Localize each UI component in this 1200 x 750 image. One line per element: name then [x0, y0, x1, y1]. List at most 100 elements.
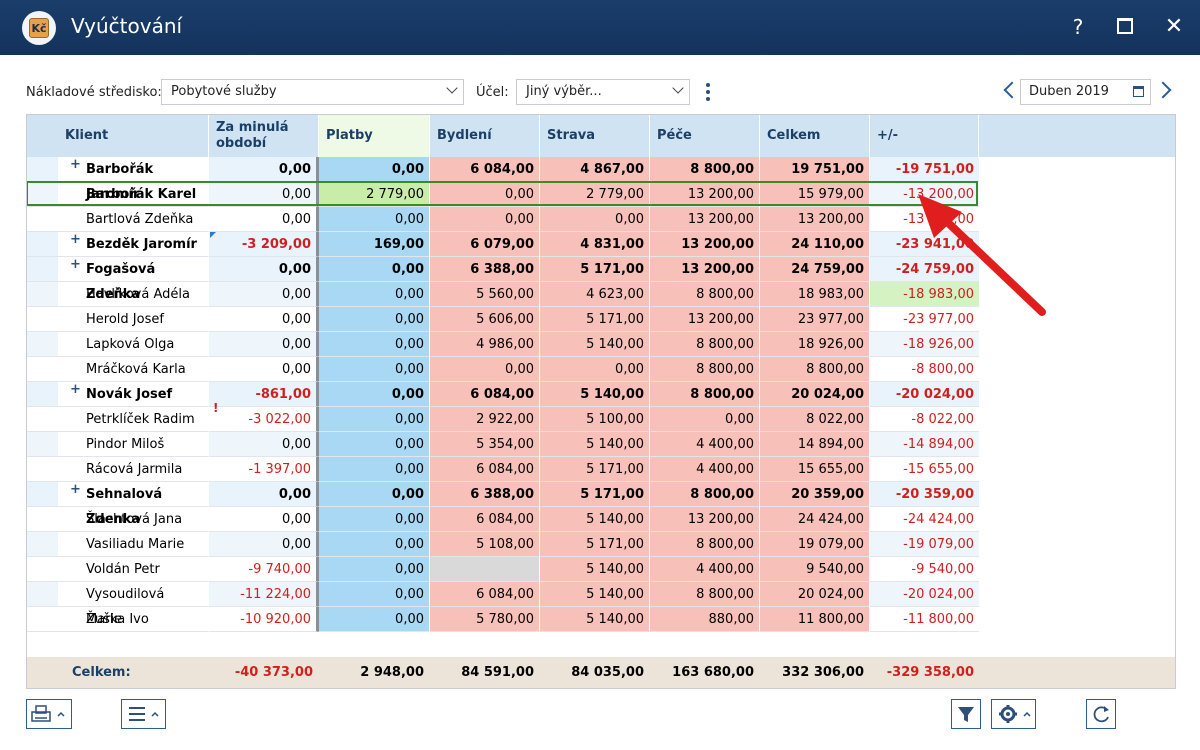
prev-icon[interactable]: [1003, 81, 1021, 99]
cell-payments[interactable]: 0,00: [318, 307, 429, 332]
cell-previous[interactable]: 0,00: [208, 432, 318, 457]
table-row[interactable]: Barbořák Jaromír +0,00 0,00 6 084,00 4 867,0…: [27, 157, 979, 202]
cell-diff[interactable]: -24 759,00: [869, 257, 979, 282]
cell-housing[interactable]: 0,00: [429, 357, 539, 382]
cell-care[interactable]: 880,00: [649, 607, 759, 632]
cell-previous[interactable]: 0,00: [208, 357, 318, 382]
table-row[interactable]: Voldán Petr -9 740,00 0,00 5 140,00 4 400,00…: [27, 557, 979, 582]
table-row[interactable]: Havlíková Adéla 0,00 0,00 5 560,00 4 623,00 8…: [27, 282, 979, 307]
cell-care[interactable]: 13 200,00: [649, 182, 759, 207]
kebab-icon[interactable]: [706, 83, 710, 104]
table-row[interactable]: Rácová Jarmila -1 397,00 0,00 6 084,00 5 171…: [27, 457, 979, 482]
cell-previous[interactable]: 0,00: [208, 257, 318, 282]
cell-payments[interactable]: 0,00: [318, 507, 429, 532]
cell-diff[interactable]: -8 800,00: [869, 357, 979, 382]
help-icon[interactable]: ?: [1072, 15, 1084, 39]
cell-diff[interactable]: -19 751,00: [869, 157, 979, 182]
cell-total[interactable]: 23 977,00: [759, 307, 869, 332]
cell-food[interactable]: 4 623,00: [539, 282, 649, 307]
cell-housing[interactable]: 2 922,00: [429, 407, 539, 432]
table-row[interactable]: Pindor Miloš 0,00 0,00 5 354,00 5 140,00 4 40…: [27, 432, 979, 457]
cell-total[interactable]: 8 800,00: [759, 357, 869, 382]
table-row[interactable]: Vasiliadu Marie 0,00 0,00 5 108,00 5 171,00 8…: [27, 532, 979, 557]
cell-diff[interactable]: -13 200,00: [869, 207, 979, 232]
expand-icon[interactable]: +: [70, 382, 81, 397]
cell-care[interactable]: 13 200,00: [649, 507, 759, 532]
cell-food[interactable]: 5 100,00: [539, 407, 649, 432]
cell-diff[interactable]: -24 424,00: [869, 507, 979, 532]
cell-housing[interactable]: 4 986,00: [429, 332, 539, 357]
cell-food[interactable]: 5 140,00: [539, 382, 649, 407]
cell-care[interactable]: 8 800,00: [649, 357, 759, 382]
row-gutter[interactable]: [27, 207, 58, 232]
cell-care[interactable]: 8 800,00: [649, 157, 759, 182]
cell-previous[interactable]: 0,00: [208, 332, 318, 357]
cell-payments[interactable]: 2 779,00: [318, 182, 429, 207]
row-gutter[interactable]: [27, 257, 58, 282]
cell-total[interactable]: 24 424,00: [759, 507, 869, 532]
row-gutter[interactable]: [27, 407, 58, 432]
cell-housing[interactable]: 6 084,00: [429, 582, 539, 607]
expand-icon[interactable]: +: [70, 157, 81, 172]
cell-total[interactable]: 19 079,00: [759, 532, 869, 557]
cell-diff[interactable]: -8 022,00: [869, 407, 979, 432]
cell-food[interactable]: 5 140,00: [539, 607, 649, 632]
filter-button[interactable]: [951, 699, 981, 729]
cell-previous[interactable]: -3 209,00: [208, 232, 318, 257]
cell-total[interactable]: 18 983,00: [759, 282, 869, 307]
cell-care[interactable]: 8 800,00: [649, 332, 759, 357]
cell-housing[interactable]: 5 606,00: [429, 307, 539, 332]
cell-payments[interactable]: 0,00: [318, 582, 429, 607]
cell-previous[interactable]: 0,00: [208, 507, 318, 532]
cell-total[interactable]: 13 200,00: [759, 207, 869, 232]
table-row[interactable]: Vysoudilová Marie -11 224,00 0,00 6 084,00 5…: [27, 582, 979, 627]
cell-care[interactable]: 13 200,00: [649, 232, 759, 257]
cell-previous[interactable]: 0,00: [208, 482, 318, 507]
table-row[interactable]: Fogašová Zdeňka +0,00 0,00 6 388,00 5 171,00…: [27, 257, 979, 302]
table-row[interactable]: Mráčková Karla 0,00 0,00 0,00 0,00 8 800,00 8 …: [27, 357, 979, 382]
cell-care[interactable]: 8 800,00: [649, 582, 759, 607]
cell-total[interactable]: 24 759,00: [759, 257, 869, 282]
cell-previous[interactable]: -10 920,00: [208, 607, 318, 632]
cell-previous[interactable]: 0,00: [208, 182, 318, 207]
cell-previous[interactable]: -1 397,00: [208, 457, 318, 482]
row-gutter[interactable]: [27, 307, 58, 332]
cost-center-select[interactable]: Pobytové služby: [161, 79, 464, 105]
cell-total[interactable]: 9 540,00: [759, 557, 869, 582]
cell-housing[interactable]: 6 388,00: [429, 257, 539, 282]
cell-housing[interactable]: [429, 557, 539, 582]
cell-care[interactable]: 13 200,00: [649, 207, 759, 232]
settings-button[interactable]: [991, 699, 1036, 729]
cell-diff[interactable]: -15 655,00: [869, 457, 979, 482]
cell-previous[interactable]: -861,00: [208, 382, 318, 407]
cell-total[interactable]: 18 926,00: [759, 332, 869, 357]
table-row[interactable]: Novák Josef + -861,00 0,00 6 084,00 5 140,00 8…: [27, 382, 979, 407]
period-field[interactable]: Duben 2019: [1020, 79, 1151, 105]
maximize-icon[interactable]: [1117, 18, 1133, 34]
cell-food[interactable]: 0,00: [539, 207, 649, 232]
cell-payments[interactable]: 0,00: [318, 257, 429, 282]
cell-payments[interactable]: 0,00: [318, 332, 429, 357]
print-button[interactable]: [26, 699, 72, 729]
cell-previous[interactable]: 0,00: [208, 307, 318, 332]
cell-payments[interactable]: 0,00: [318, 357, 429, 382]
cell-payments[interactable]: 0,00: [318, 382, 429, 407]
cell-care[interactable]: 8 800,00: [649, 532, 759, 557]
cell-food[interactable]: 2 779,00: [539, 182, 649, 207]
cell-diff[interactable]: -20 024,00: [869, 382, 979, 407]
cell-food[interactable]: 5 140,00: [539, 432, 649, 457]
cell-housing[interactable]: 5 560,00: [429, 282, 539, 307]
cell-payments[interactable]: 0,00: [318, 407, 429, 432]
cell-payments[interactable]: 0,00: [318, 532, 429, 557]
cell-housing[interactable]: 6 084,00: [429, 507, 539, 532]
col-total[interactable]: Celkem: [759, 115, 869, 157]
cell-diff[interactable]: -18 983,00: [869, 282, 979, 307]
cell-care[interactable]: 8 800,00: [649, 482, 759, 507]
cell-previous[interactable]: 0,00: [208, 532, 318, 557]
table-row[interactable]: Šlachtová Jana 0,00 0,00 6 084,00 5 140,00 13…: [27, 507, 979, 532]
cell-food[interactable]: 5 140,00: [539, 557, 649, 582]
cell-diff[interactable]: -14 894,00: [869, 432, 979, 457]
cell-housing[interactable]: 5 108,00: [429, 532, 539, 557]
cell-housing[interactable]: 6 084,00: [429, 457, 539, 482]
cell-total[interactable]: 14 894,00: [759, 432, 869, 457]
